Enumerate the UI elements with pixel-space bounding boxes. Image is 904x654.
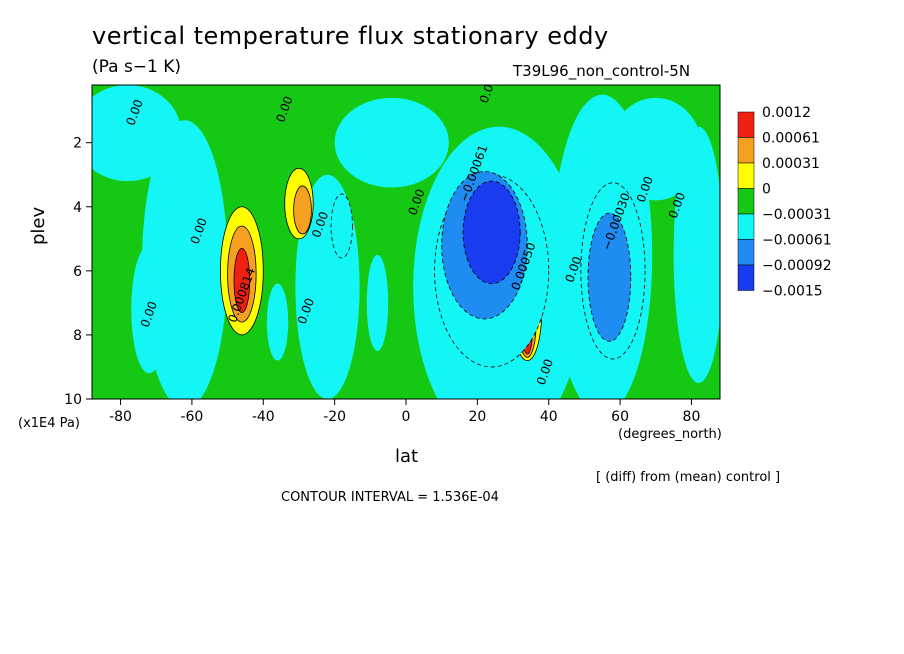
field-feature — [293, 185, 312, 235]
colorbar: 0.0012 0.00061 0.00031 0 −0.00031 −0.00061 −0.… — [737, 105, 832, 300]
negative-region — [609, 97, 703, 201]
x-tick-label: 40 — [540, 409, 558, 425]
colorbar-label: 0.00061 — [762, 131, 820, 147]
colorbar-label: −0.00092 — [762, 258, 832, 274]
negative-region — [366, 254, 389, 351]
colorbar-label: −0.00061 — [762, 233, 832, 249]
x-tick-label: 0 — [402, 409, 411, 425]
x-tick-label: -20 — [323, 409, 346, 425]
field-feature — [462, 180, 521, 285]
negative-region — [131, 245, 167, 374]
colorbar-swatch — [737, 162, 755, 189]
colorbar-swatch — [737, 264, 755, 291]
y-tick-label: 6 — [73, 264, 82, 280]
y-tick-label: 2 — [73, 136, 82, 152]
field-layer — [92, 85, 720, 399]
negative-region — [266, 283, 289, 361]
colorbar-label: 0.00031 — [762, 156, 820, 172]
colorbar-label: −0.00031 — [762, 207, 832, 223]
chart-title: vertical temperature flux stationary edd… — [92, 22, 609, 50]
units-label: (Pa s−1 K) — [92, 57, 182, 77]
field-feature — [330, 193, 353, 259]
colorbar-label: 0.0012 — [762, 105, 811, 121]
y-tick-label: 8 — [73, 328, 82, 344]
x-tick-label: 80 — [683, 409, 701, 425]
colorbar-label: −0.0015 — [762, 284, 823, 300]
colorbar-swatch — [737, 111, 755, 138]
field-feature — [587, 212, 632, 342]
negative-region — [92, 85, 182, 182]
diff-note: [ (diff) from (mean) control ] — [596, 470, 781, 485]
x-tick-label: -60 — [180, 409, 203, 425]
y-axis-label: plev — [28, 206, 49, 245]
axes: -80 -60 -40 -20 0 20 40 60 80 2 4 6 8 10 — [64, 136, 700, 425]
x-tick-label: 20 — [468, 409, 486, 425]
colorbar-swatch — [737, 213, 755, 240]
colorbar-swatch — [737, 239, 755, 266]
negative-region — [673, 126, 720, 383]
x-tick-label: 60 — [611, 409, 629, 425]
contour-interval: CONTOUR INTERVAL = 1.536E-04 — [281, 490, 499, 505]
x-axis-units: (degrees_north) — [618, 427, 722, 442]
colorbar-swatch — [737, 137, 755, 164]
x-tick-label: -80 — [109, 409, 132, 425]
y-tick-label: 10 — [64, 392, 82, 408]
run-label: T39L96_non_control-5N — [513, 62, 691, 80]
field-feature — [233, 248, 251, 313]
colorbar-swatch — [737, 188, 755, 215]
x-axis-label: lat — [395, 446, 419, 467]
negative-region — [334, 97, 449, 188]
y-tick-label: 4 — [73, 200, 82, 216]
y-axis-units: (x1E4 Pa) — [18, 416, 80, 431]
x-tick-label: -40 — [252, 409, 275, 425]
colorbar-label: 0 — [762, 182, 771, 198]
